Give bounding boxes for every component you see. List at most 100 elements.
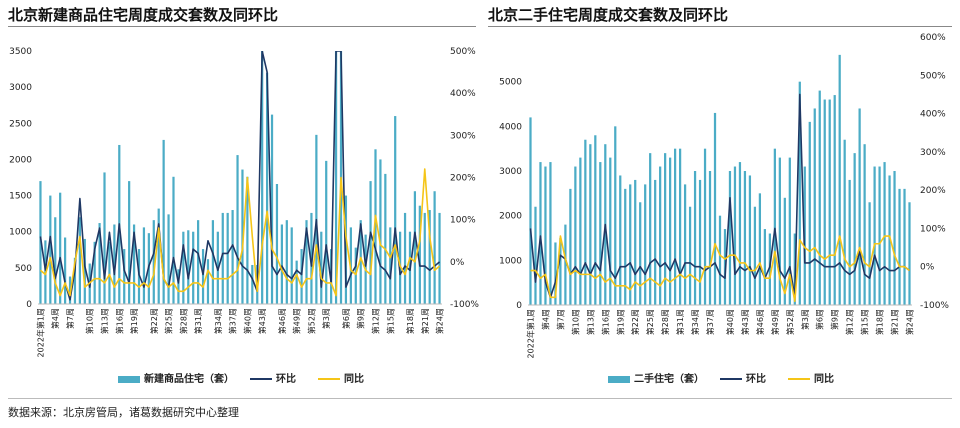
- bar: [738, 162, 742, 305]
- bar: [693, 171, 697, 305]
- bar: [798, 81, 801, 305]
- bar: [142, 227, 146, 304]
- bar: [728, 171, 732, 305]
- legend-label: 环比: [276, 372, 296, 385]
- bar: [629, 184, 632, 305]
- x-tick-label: 第13周: [585, 309, 595, 335]
- bar: [688, 206, 692, 305]
- bar: [428, 210, 431, 304]
- bar: [733, 166, 737, 305]
- bar: [403, 212, 407, 304]
- legend-label: 新建商品住宅（套）: [144, 372, 234, 385]
- y-tick-left: 2500: [9, 119, 32, 129]
- x-tick-label: 第37周: [228, 308, 238, 334]
- x-tick-label: 第18周: [405, 308, 415, 334]
- bar: [858, 108, 861, 305]
- bar: [873, 166, 876, 305]
- bar: [418, 205, 421, 304]
- y-tick-right: 300%: [920, 148, 946, 158]
- y-tick-right: 600%: [920, 33, 946, 43]
- y-tick-left: 2000: [9, 155, 32, 165]
- bar: [354, 247, 357, 304]
- bar: [123, 249, 126, 304]
- x-tick-label: 第31周: [675, 309, 685, 335]
- bar: [908, 202, 911, 305]
- bar: [152, 220, 155, 304]
- bar: [236, 155, 239, 304]
- x-tick-label: 第7周: [65, 308, 75, 329]
- bar: [828, 99, 831, 305]
- x-tick-label: 第18周: [875, 309, 885, 335]
- x-tick-label: 第25周: [645, 309, 655, 335]
- bar: [753, 206, 757, 305]
- bar: [379, 159, 382, 304]
- bar: [285, 220, 288, 304]
- x-tick-label: 第9周: [356, 308, 366, 329]
- bar: [778, 157, 781, 305]
- bar: [848, 179, 851, 305]
- bar: [713, 112, 717, 306]
- bar: [167, 214, 170, 304]
- bar: [280, 224, 283, 304]
- y-tick-right: -100%: [450, 300, 479, 310]
- x-tick-label: 第19周: [129, 308, 139, 334]
- bar: [718, 215, 722, 305]
- bar: [803, 166, 806, 305]
- bar: [325, 160, 328, 304]
- legend-swatch-bar: [608, 376, 630, 383]
- bar: [619, 175, 622, 305]
- bar: [108, 241, 111, 304]
- bar: [359, 220, 362, 304]
- bar: [893, 171, 896, 305]
- y-tick-left: 1500: [9, 192, 32, 202]
- x-tick-label: 第9周: [830, 309, 840, 330]
- bar: [868, 202, 871, 305]
- bar: [270, 114, 274, 304]
- bar: [843, 139, 846, 305]
- bar: [599, 162, 602, 305]
- bar: [295, 260, 298, 304]
- bar: [659, 166, 662, 305]
- bar: [634, 179, 637, 305]
- x-tick-label: 第34周: [690, 309, 700, 335]
- x-tick-label: 第6周: [341, 308, 351, 329]
- bar: [898, 188, 901, 305]
- bar: [584, 139, 587, 305]
- bar: [162, 139, 165, 304]
- bar: [664, 153, 667, 305]
- series-line-mom: [529, 93, 910, 299]
- bar: [265, 72, 269, 304]
- bar: [275, 184, 279, 304]
- bar: [394, 116, 397, 304]
- bar: [374, 149, 377, 304]
- y-tick-right: -100%: [920, 301, 949, 311]
- bar: [231, 210, 234, 304]
- bar: [614, 126, 617, 305]
- bar: [54, 217, 57, 304]
- bar: [703, 148, 707, 305]
- y-tick-left: 0: [516, 301, 522, 311]
- bar: [529, 117, 532, 306]
- bar: [763, 229, 766, 305]
- bar: [539, 162, 542, 305]
- bar: [888, 175, 891, 305]
- bar: [818, 90, 821, 305]
- y-tick-right: 100%: [920, 224, 946, 234]
- bar: [853, 153, 856, 305]
- bar: [564, 224, 567, 305]
- x-tick-label: 2022年第1周: [35, 308, 45, 357]
- x-tick-label: 第16周: [114, 308, 124, 334]
- bar: [579, 157, 582, 305]
- bar: [549, 162, 552, 305]
- bar: [389, 227, 392, 304]
- bar: [384, 173, 387, 304]
- x-tick-label: 第12周: [845, 309, 855, 335]
- x-tick-label: 第28周: [178, 308, 188, 334]
- x-tick-label: 第46周: [755, 309, 765, 335]
- x-tick-label: 第31周: [193, 308, 203, 334]
- bar: [221, 212, 224, 304]
- bar: [678, 148, 682, 305]
- y-tick-left: 5000: [499, 78, 522, 88]
- bar: [290, 227, 293, 304]
- y-tick-right: 500%: [920, 71, 946, 81]
